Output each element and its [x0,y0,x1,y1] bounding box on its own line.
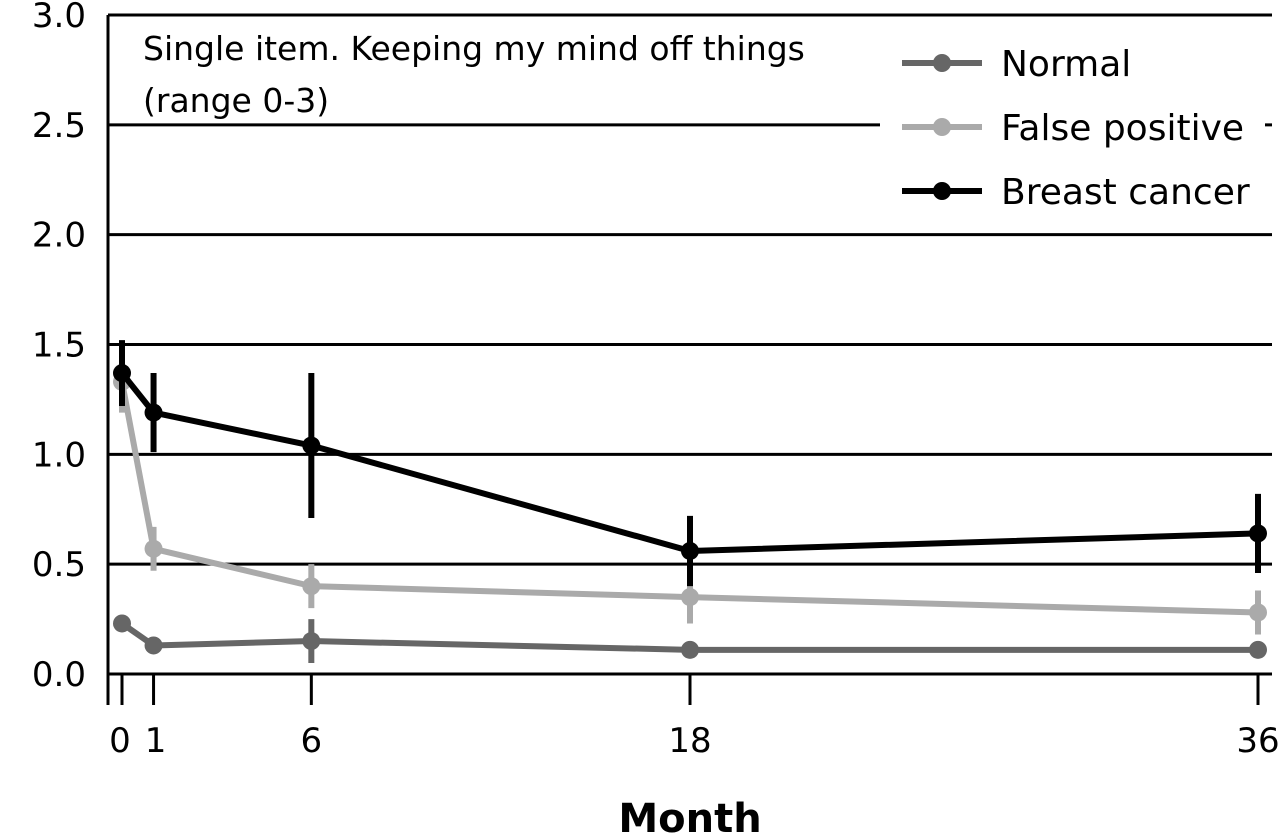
series-normal [113,614,1267,664]
y-tick-labels: 0.0 0.5 1.0 1.5 2.0 2.5 3.0 [32,0,86,695]
legend-swatch-marker [933,54,951,72]
legend-swatch-marker [933,182,951,200]
y-tick-label: 2.0 [32,216,86,256]
annotation-line-1: Single item. Keeping my mind off things [143,29,805,68]
data-point [1249,603,1267,622]
chart-annotation: Single item. Keeping my mind off things … [112,20,872,120]
data-point [144,403,163,422]
legend-label: Breast cancer [1001,172,1250,213]
data-point [1249,524,1267,543]
x-tick-label: 6 [301,721,323,761]
data-point [113,364,131,383]
y-tick-label: 1.0 [32,435,86,475]
annotation-line-2: (range 0-3) [143,81,329,120]
series-false-positive [113,351,1267,635]
data-point [1249,640,1267,659]
data-point [302,632,321,651]
data-point [302,436,321,455]
y-tick-label: 0.5 [32,545,86,585]
x-tick-label: 36 [1236,721,1279,761]
legend: Normal False positive Breast cancer [880,30,1265,230]
data-point [681,541,699,560]
gridlines [108,13,1272,566]
x-axis-label: Month [618,796,761,837]
series-breast-cancer [113,340,1267,587]
data-point [144,636,163,655]
data-point [144,539,163,558]
y-tick-label: 2.5 [32,106,86,146]
x-tick-label: 0 [109,721,131,761]
y-tick-label: 1.5 [32,326,86,366]
data-point [681,588,699,607]
y-tick-label: 3.0 [32,0,86,36]
data-point [302,577,321,596]
x-tick-label: 1 [145,721,167,761]
legend-label: False positive [1001,108,1244,149]
legend-swatch-marker [933,118,951,136]
legend-label: Normal [1001,44,1131,85]
annotation-background [112,20,872,120]
data-point [113,614,131,633]
x-ticks: 0 1 6 18 36 [109,674,1280,761]
x-tick-label: 18 [668,721,711,761]
y-tick-label: 0.0 [32,655,86,695]
series-group [113,340,1267,664]
data-point [681,640,699,659]
